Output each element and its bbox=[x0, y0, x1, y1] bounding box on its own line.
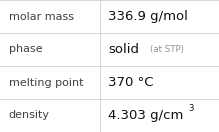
Text: solid: solid bbox=[108, 43, 140, 56]
Text: melting point: melting point bbox=[9, 77, 83, 88]
Text: 4.303 g/cm: 4.303 g/cm bbox=[108, 109, 184, 122]
Text: (at STP): (at STP) bbox=[150, 45, 184, 54]
Text: 336.9 g/mol: 336.9 g/mol bbox=[108, 10, 188, 23]
Text: density: density bbox=[9, 110, 50, 121]
Text: 3: 3 bbox=[188, 104, 194, 113]
Text: molar mass: molar mass bbox=[9, 11, 74, 22]
Text: 370 °C: 370 °C bbox=[108, 76, 154, 89]
Text: phase: phase bbox=[9, 44, 42, 55]
